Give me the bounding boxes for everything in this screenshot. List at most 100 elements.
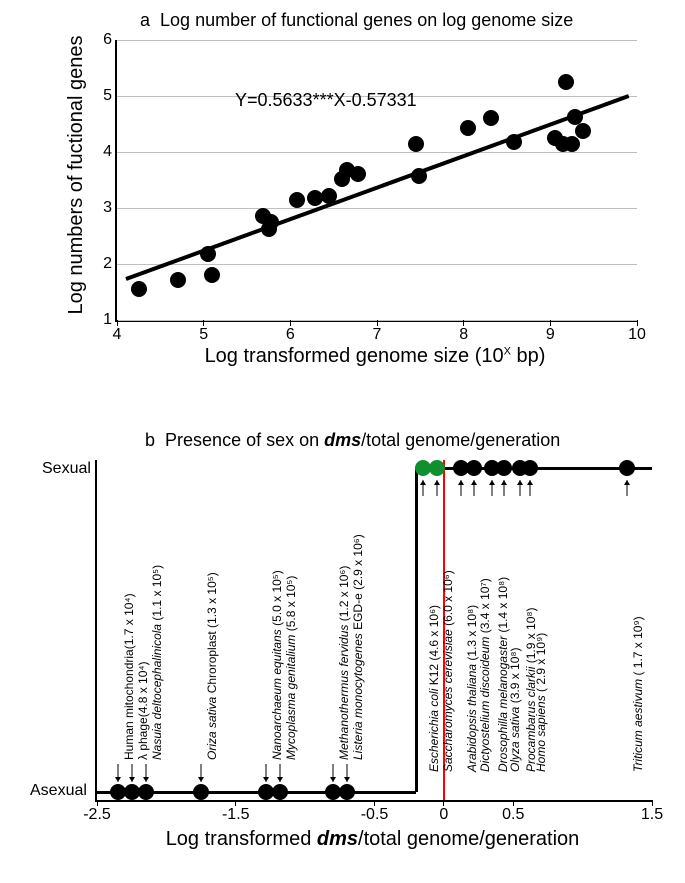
panel-b-xlabel: Log transformed dms/total genome/generat… <box>95 828 650 851</box>
panel-a: a Log number of functional genes on log … <box>60 10 660 390</box>
species-label: Oriza sativa Chroroplast (1.3 x 10⁵) <box>205 572 219 760</box>
data-point <box>483 110 499 126</box>
data-point <box>200 246 216 262</box>
species-label: Human mitochondria(1.7 x 10⁴) <box>122 593 136 760</box>
data-point <box>575 123 591 139</box>
xtick-label: 0.5 <box>502 806 524 824</box>
asexual-label: Asexual <box>30 782 87 800</box>
xtick <box>290 320 291 326</box>
data-point <box>321 188 337 204</box>
panel-a-xlabel-suffix: bp) <box>511 345 545 367</box>
data-point <box>522 460 538 476</box>
xtick-label: 8 <box>459 326 468 344</box>
data-point <box>263 214 279 230</box>
panel-b-title-suffix: /total genome/generation <box>361 430 560 450</box>
xtick <box>97 800 98 806</box>
xtick <box>203 320 204 326</box>
ytick-label: 6 <box>92 31 112 49</box>
panel-a-title: a Log number of functional genes on log … <box>140 10 573 31</box>
xtick-label: 7 <box>373 326 382 344</box>
xtick <box>117 320 118 326</box>
panel-a-xlabel-prefix: Log transformed genome size (10 <box>205 345 504 367</box>
xtick-label: 5 <box>199 326 208 344</box>
arrow-icon <box>621 480 633 502</box>
data-point <box>307 190 323 206</box>
ytick-label: 5 <box>92 87 112 105</box>
arrow-icon <box>417 480 429 502</box>
data-point <box>350 166 366 182</box>
arrow-icon <box>431 480 443 502</box>
species-label: Mycoplasma genitalium (5.8 x 10⁵) <box>284 576 298 760</box>
arrow-icon <box>140 764 152 788</box>
arrow-icon <box>524 480 536 502</box>
gridline <box>117 208 637 209</box>
panel-b-title-dms: dms <box>324 430 361 450</box>
species-label: Triticum aestivum ( 1.7 x 10⁹) <box>631 616 645 772</box>
xtick <box>377 320 378 326</box>
data-point <box>289 192 305 208</box>
species-label: λ phage(4.8 x 10⁴) <box>136 661 150 760</box>
arrow-icon <box>468 480 480 502</box>
data-point <box>170 272 186 288</box>
xtick-label: 9 <box>546 326 555 344</box>
data-point <box>619 460 635 476</box>
ytick-label: 3 <box>92 199 112 217</box>
panel-b-xlabel-suffix: /total genome/generation <box>358 828 579 850</box>
species-label: Saccharomyces cerevisiae (6.0 x 10⁶) <box>441 570 455 772</box>
xtick <box>652 800 653 806</box>
species-label: Dictyostelium discoideum (3.4 x 10⁷) <box>478 578 492 772</box>
regression-equation: Y=0.5633***X-0.57331 <box>235 90 417 111</box>
xtick <box>235 800 236 806</box>
ytick-label: 2 <box>92 255 112 273</box>
data-point <box>506 134 522 150</box>
xtick-label: 4 <box>113 326 122 344</box>
xtick-label: 6 <box>286 326 295 344</box>
panel-a-plot-area: 12345645678910 <box>115 40 637 322</box>
xtick-label: 0 <box>439 806 448 824</box>
data-point <box>460 120 476 136</box>
panel-b-plot-area: -2.5-1.5-0.500.51.5Human mitochondria(1.… <box>95 460 652 802</box>
panel-a-title-text: Log number of functional genes on log ge… <box>160 10 573 30</box>
panel-a-xlabel-sup: X <box>504 345 511 357</box>
panel-b-title: b Presence of sex on dms/total genome/ge… <box>145 430 560 451</box>
panel-b: b Presence of sex on dms/total genome/ge… <box>60 430 660 850</box>
gridline <box>117 40 637 41</box>
panel-b-xlabel-prefix: Log transformed <box>166 828 317 850</box>
step-line <box>415 468 418 792</box>
arrow-icon <box>260 764 272 788</box>
data-point <box>429 460 445 476</box>
xtick <box>443 800 444 806</box>
xtick-label: -0.5 <box>361 806 389 824</box>
species-label: Arabidopsis thaliana (1.3 x 10⁸) <box>465 605 479 772</box>
xtick-label: -2.5 <box>83 806 111 824</box>
data-point <box>558 74 574 90</box>
arrow-icon <box>327 764 339 788</box>
panel-a-ylabel: Log numbers of fuctional genes <box>65 35 88 315</box>
arrow-icon <box>274 764 286 788</box>
species-label: Nanoarchaeum equitans (5.0 x 10⁵) <box>270 570 284 760</box>
ytick-label: 1 <box>92 311 112 329</box>
gridline <box>117 152 637 153</box>
xtick <box>513 800 514 806</box>
xtick <box>374 800 375 806</box>
ytick-label: 4 <box>92 143 112 161</box>
data-point <box>204 267 220 283</box>
species-label: Escherichia coli K12 (4.6 x 10⁶) <box>427 605 441 772</box>
sexual-label: Sexual <box>42 460 91 478</box>
xtick-label: 1.5 <box>641 806 663 824</box>
arrow-icon <box>126 764 138 788</box>
figure-page: a Log number of functional genes on log … <box>0 0 685 883</box>
data-point <box>564 136 580 152</box>
species-label: Olyza sativa (3.9 x 10⁸) <box>508 648 522 772</box>
data-point <box>408 136 424 152</box>
panel-b-letter: b <box>145 430 155 450</box>
arrow-icon <box>455 480 467 502</box>
data-point <box>496 460 512 476</box>
panel-a-xlabel: Log transformed genome size (10X bp) <box>115 345 635 368</box>
xtick <box>463 320 464 326</box>
panel-b-xlabel-dms: dms <box>317 828 358 850</box>
species-label: Methanothermus fervidus (1.2 x 10⁶) <box>337 566 351 760</box>
species-label: Nasuia deltocephalinicola (1.1 x 10⁵) <box>150 565 164 760</box>
panel-b-title-prefix: Presence of sex on <box>165 430 324 450</box>
arrow-icon <box>112 764 124 788</box>
